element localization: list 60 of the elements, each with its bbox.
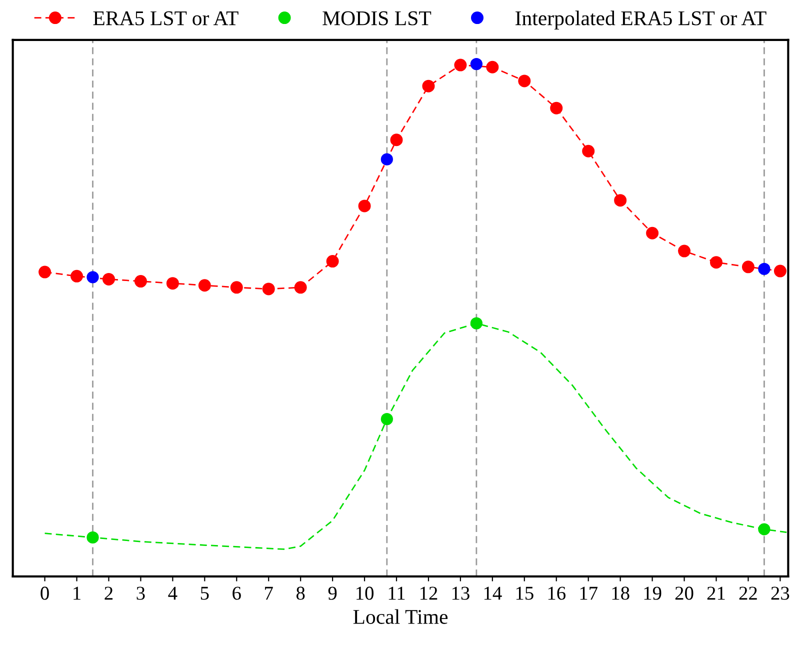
x-tick-label: 22 xyxy=(739,586,757,600)
x-tick-label: 23 xyxy=(771,586,790,600)
point xyxy=(134,275,147,288)
point xyxy=(486,60,499,74)
point xyxy=(582,144,595,158)
point xyxy=(710,256,722,269)
point xyxy=(678,244,691,258)
x-tick-label: 15 xyxy=(516,586,534,600)
point xyxy=(774,264,786,278)
x-tick-label: 12 xyxy=(420,586,438,600)
legend-label: Interpolated ERA5 LST or AT xyxy=(516,10,766,30)
x-tick-label: 11 xyxy=(388,586,405,600)
point xyxy=(380,153,393,166)
point xyxy=(550,102,563,114)
point xyxy=(102,272,115,286)
x-tick-label: 4 xyxy=(168,586,178,600)
point xyxy=(742,260,754,274)
x-tick-label: 14 xyxy=(484,586,502,600)
point xyxy=(470,58,483,70)
point xyxy=(470,317,483,330)
point xyxy=(262,282,275,296)
x-tick-label: 17 xyxy=(580,586,598,600)
point xyxy=(518,74,531,88)
x-tick-label: 19 xyxy=(644,586,662,600)
x-tick-label: 2 xyxy=(104,586,113,600)
point xyxy=(86,531,99,544)
point xyxy=(70,270,84,282)
x-tick-label: 8 xyxy=(296,586,305,600)
point xyxy=(358,200,371,212)
x-tick-label: 3 xyxy=(136,586,145,600)
x-tick-label: 21 xyxy=(707,586,725,600)
x-axis-title: Local Time xyxy=(353,609,448,624)
x-tick-label: 7 xyxy=(265,586,273,600)
point xyxy=(38,266,52,278)
point xyxy=(198,279,211,292)
legend-label: MODIS LST xyxy=(322,11,432,26)
point xyxy=(380,413,393,426)
x-tick-label: 5 xyxy=(200,586,209,600)
point xyxy=(166,277,179,290)
point xyxy=(422,80,435,92)
point xyxy=(390,134,403,146)
point xyxy=(230,281,243,294)
x-tick-label: 13 xyxy=(452,586,470,600)
point xyxy=(614,194,627,207)
point xyxy=(646,226,659,240)
x-tick-label: 16 xyxy=(548,586,566,600)
point xyxy=(86,271,99,284)
x-tick-label: 10 xyxy=(356,586,374,600)
x-tick-label: 1 xyxy=(74,586,80,600)
point xyxy=(758,262,770,276)
x-tick-label: 20 xyxy=(675,586,694,600)
x-tick-label: 0 xyxy=(40,586,49,600)
point xyxy=(758,523,770,536)
point xyxy=(326,255,339,268)
legend-label: ERA5 LST or AT xyxy=(93,11,238,26)
x-tick-label: 18 xyxy=(612,586,630,600)
point xyxy=(454,58,467,72)
x-tick-label: 9 xyxy=(328,586,337,600)
x-tick-label: 6 xyxy=(232,586,241,600)
point xyxy=(294,281,307,294)
